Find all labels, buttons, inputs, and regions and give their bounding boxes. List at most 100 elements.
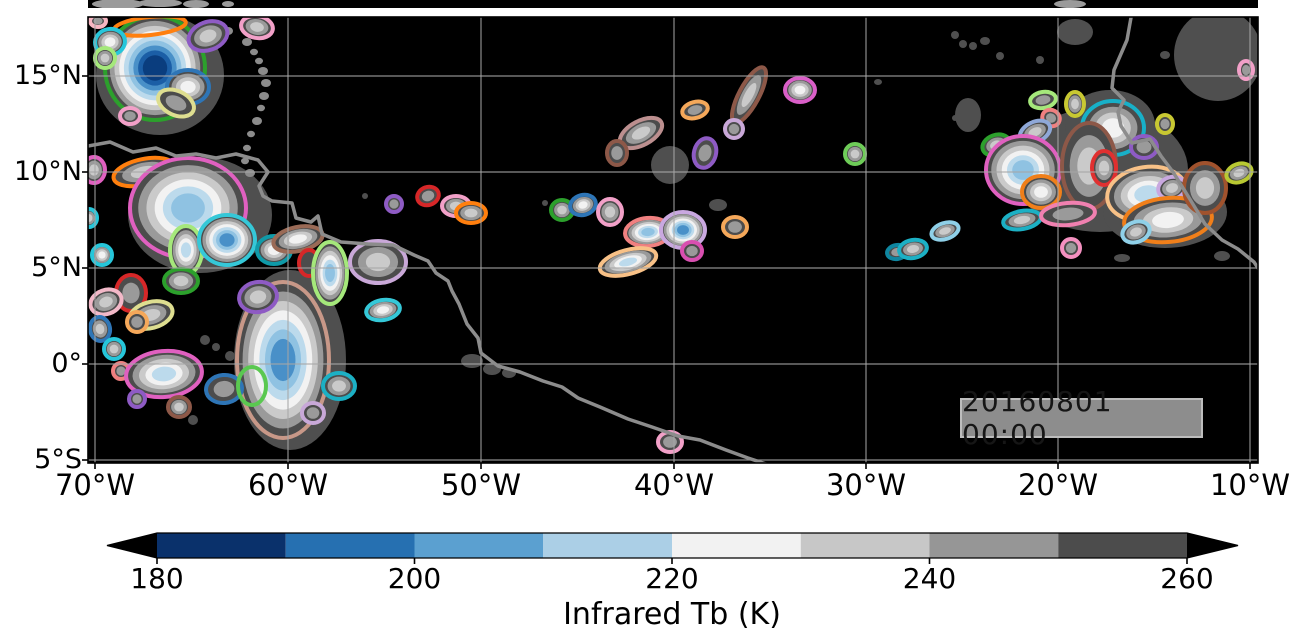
island-patch xyxy=(252,117,262,125)
cell-fill-level xyxy=(728,221,742,233)
cell-fill-level xyxy=(1065,242,1077,254)
storm-cell xyxy=(929,220,961,242)
storm-cell xyxy=(1020,174,1062,210)
storm-cell xyxy=(348,239,408,285)
top-panel-sliver xyxy=(88,0,1258,8)
colorbar-segment xyxy=(285,533,415,558)
colorbar-segment xyxy=(929,533,1059,558)
cloud-patch xyxy=(461,354,483,368)
cell-fill-level xyxy=(89,164,99,176)
cell-fill-level xyxy=(99,296,113,308)
cell-fill-level xyxy=(180,242,192,258)
y-tick-label: 0° xyxy=(51,348,82,379)
storm-cell xyxy=(723,118,745,140)
colorbar-segment xyxy=(157,533,286,558)
cell-fill-level xyxy=(728,123,740,135)
storm-cell xyxy=(680,240,704,262)
y-tick-label: 15°N xyxy=(13,60,82,91)
cloud-patch xyxy=(362,193,368,199)
cell-fill-level xyxy=(1241,64,1251,76)
colorbar-tick-label: 240 xyxy=(902,562,957,595)
island-patch xyxy=(255,57,263,65)
sliver-cloud-patch xyxy=(138,0,182,7)
colorbar-segment xyxy=(1058,533,1187,558)
storm-cell xyxy=(237,279,279,315)
x-tick-label: 30°W xyxy=(825,468,907,502)
cell-fill-level xyxy=(131,316,143,328)
cell-fill-level xyxy=(1034,186,1048,198)
storm-cell xyxy=(88,155,107,185)
cloud-patch xyxy=(188,415,198,425)
storm-cell xyxy=(88,17,108,29)
cell-fill-level xyxy=(1130,227,1142,237)
storm-cell xyxy=(617,115,665,151)
cell-fill-level xyxy=(325,263,335,283)
island-patch xyxy=(261,79,271,87)
cell-fill-level xyxy=(180,80,196,94)
storm-cell xyxy=(236,365,268,407)
storm-cell xyxy=(93,46,117,70)
cell-fill-level xyxy=(151,366,177,382)
storm-cell xyxy=(102,337,126,361)
cell-fill-level xyxy=(618,257,638,267)
storm-cell xyxy=(1039,200,1097,228)
cell-fill-level xyxy=(1160,118,1170,130)
cloud-patch xyxy=(955,98,981,132)
cloud-patch xyxy=(200,335,210,345)
y-tick-label: 5°N xyxy=(31,252,82,283)
cell-fill-level xyxy=(173,275,189,287)
island-patch xyxy=(259,92,269,100)
cell-fill-level xyxy=(88,214,93,222)
storm-cell xyxy=(1155,113,1175,135)
storm-cell xyxy=(197,213,257,267)
cloud-patch xyxy=(1057,19,1093,45)
colorbar-segment xyxy=(800,533,930,558)
cell-fill-level xyxy=(611,146,623,160)
cloud-patch xyxy=(952,115,958,121)
cell-fill-level xyxy=(741,82,757,108)
cell-fill-level xyxy=(199,29,217,43)
cloud-patch xyxy=(996,52,1004,60)
colorbar-right-arrow xyxy=(1187,533,1238,558)
cell-fill-level xyxy=(1013,215,1031,225)
cell-fill-level xyxy=(1233,168,1245,178)
storm-cell xyxy=(843,142,867,166)
colorbar-segment xyxy=(672,533,801,558)
cell-fill-level xyxy=(332,380,346,392)
storm-cell xyxy=(897,237,929,261)
storm-cell xyxy=(605,139,629,167)
cell-fill-level xyxy=(219,233,235,247)
cell-fill-level xyxy=(100,53,110,63)
x-tick-label: 50°W xyxy=(440,468,522,502)
cell-fill-level xyxy=(906,245,920,253)
cell-fill-level xyxy=(95,323,105,335)
colorbar-tick-label: 180 xyxy=(130,562,184,595)
colorbar-segment xyxy=(543,533,672,558)
storm-cell xyxy=(239,17,275,41)
storm-cell xyxy=(162,267,200,295)
cell-fill-level xyxy=(578,201,588,209)
storm-cell xyxy=(1237,59,1255,81)
x-tick-label: 40°W xyxy=(633,468,715,502)
cell-fill-level xyxy=(122,282,140,304)
storm-cell xyxy=(168,224,204,276)
cell-fill-level xyxy=(109,344,119,354)
storm-cell xyxy=(127,389,147,409)
island-patch xyxy=(243,144,251,152)
map-area xyxy=(88,17,1258,463)
storm-cell xyxy=(415,184,441,208)
cell-fill-level xyxy=(104,37,116,47)
cell-fill-level xyxy=(1166,183,1178,193)
cloud-patch xyxy=(651,146,689,184)
cell-fill-level xyxy=(1028,127,1042,137)
cell-fill-level xyxy=(270,338,296,382)
cell-fill-level xyxy=(1071,98,1079,110)
cloud-patch xyxy=(874,79,882,85)
cell-fill-level xyxy=(631,126,651,140)
island-patch xyxy=(245,169,255,177)
cell-fill-level xyxy=(365,252,391,272)
cloud-patch xyxy=(980,37,990,45)
storm-cell xyxy=(1060,237,1082,259)
